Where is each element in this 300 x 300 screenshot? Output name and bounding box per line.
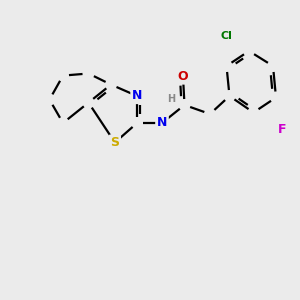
Text: Cl: Cl xyxy=(220,31,232,41)
Text: N: N xyxy=(132,89,142,103)
Text: N: N xyxy=(157,116,167,130)
Text: S: S xyxy=(110,136,119,149)
Text: H: H xyxy=(167,94,175,104)
Text: O: O xyxy=(178,70,188,83)
Text: F: F xyxy=(278,122,286,136)
